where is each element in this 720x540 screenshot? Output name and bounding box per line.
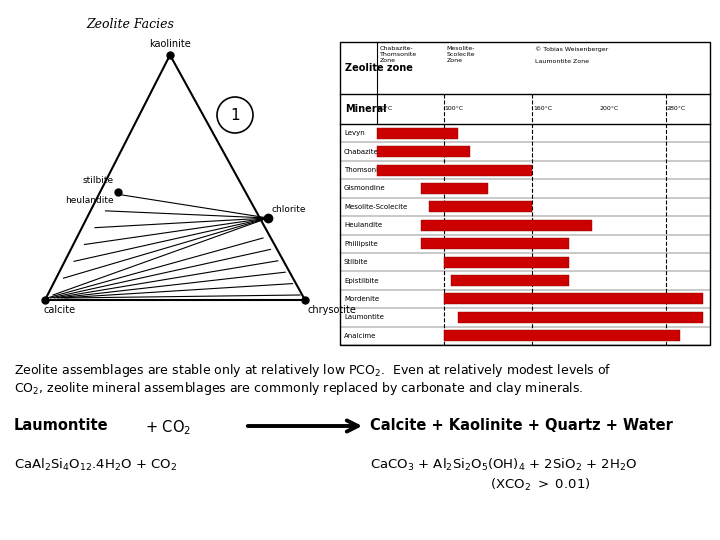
Text: CaAl$_2$Si$_4$O$_{12}$.4H$_2$O $+$ CO$_2$: CaAl$_2$Si$_4$O$_{12}$.4H$_2$O $+$ CO$_2… — [14, 457, 177, 473]
Text: chlorite: chlorite — [272, 205, 307, 214]
Text: Zeolite Facies: Zeolite Facies — [86, 18, 174, 31]
Text: 280°C: 280°C — [667, 106, 686, 111]
Bar — [340, 42, 710, 345]
Bar — [377, 127, 459, 139]
Text: Mesolite-Scolecite: Mesolite-Scolecite — [344, 204, 408, 210]
Text: Chabazite: Chabazite — [344, 148, 379, 154]
Text: Levyn: Levyn — [344, 130, 365, 136]
Text: 160°C: 160°C — [534, 106, 552, 111]
Text: CO$_2$, zeolite mineral assemblages are commonly replaced by carbonate and clay : CO$_2$, zeolite mineral assemblages are … — [14, 380, 584, 397]
Text: Zeolite zone: Zeolite zone — [345, 63, 413, 73]
Text: chrysotite: chrysotite — [307, 305, 356, 315]
Text: CaCO$_3$ $+$ Al$_2$Si$_2$O$_5$(OH)$_4$ + 2SiO$_2$ $+$ 2H$_2$O: CaCO$_3$ $+$ Al$_2$Si$_2$O$_5$(OH)$_4$ +… — [370, 457, 637, 473]
Text: Laumontite Zone: Laumontite Zone — [536, 59, 590, 64]
Text: Zeolite assemblages are stable only at relatively low PCO$_2$.  Even at relative: Zeolite assemblages are stable only at r… — [14, 362, 611, 379]
Text: Mineral: Mineral — [345, 104, 387, 114]
Text: Calcite + Kaolinite + Quartz + Water: Calcite + Kaolinite + Quartz + Water — [370, 418, 673, 433]
Text: 100°C: 100°C — [445, 106, 464, 111]
Bar — [421, 220, 592, 231]
Text: Stilbite: Stilbite — [344, 259, 369, 265]
Text: $+$ CO$_2$: $+$ CO$_2$ — [145, 418, 192, 437]
Text: Analcime: Analcime — [344, 333, 377, 339]
Bar — [377, 146, 469, 157]
Text: 200°C: 200°C — [600, 106, 619, 111]
Text: Chabazite-
Thomsonite
Zone: Chabazite- Thomsonite Zone — [380, 46, 417, 63]
Text: © Tobias Weisenberger: © Tobias Weisenberger — [536, 46, 608, 52]
Text: 60°C: 60°C — [378, 106, 393, 111]
Bar — [429, 201, 532, 212]
Bar — [459, 312, 703, 323]
Bar — [377, 165, 532, 176]
Text: stilbite: stilbite — [83, 176, 114, 185]
Text: Mesolite-
Scolecite
Zone: Mesolite- Scolecite Zone — [446, 46, 475, 63]
Text: heulandite: heulandite — [66, 196, 114, 205]
Text: Mordenite: Mordenite — [344, 296, 379, 302]
Text: Gismondine: Gismondine — [344, 185, 386, 192]
Bar — [444, 256, 570, 268]
Bar — [451, 275, 570, 286]
Bar — [421, 238, 570, 249]
Bar — [444, 330, 680, 341]
Text: Thomsonite: Thomsonite — [344, 167, 385, 173]
Text: (XCO$_2$ $>$ 0.01): (XCO$_2$ $>$ 0.01) — [490, 477, 590, 493]
Text: calcite: calcite — [43, 305, 75, 315]
Text: Laumontite: Laumontite — [14, 418, 109, 433]
Text: 1: 1 — [230, 107, 240, 123]
Text: kaolinite: kaolinite — [149, 39, 191, 49]
Bar — [421, 183, 488, 194]
Text: Epistilbite: Epistilbite — [344, 278, 379, 284]
Text: Phillipsite: Phillipsite — [344, 241, 377, 247]
Text: Laumontite: Laumontite — [344, 314, 384, 320]
Text: Heulandite: Heulandite — [344, 222, 382, 228]
Bar — [444, 293, 703, 305]
